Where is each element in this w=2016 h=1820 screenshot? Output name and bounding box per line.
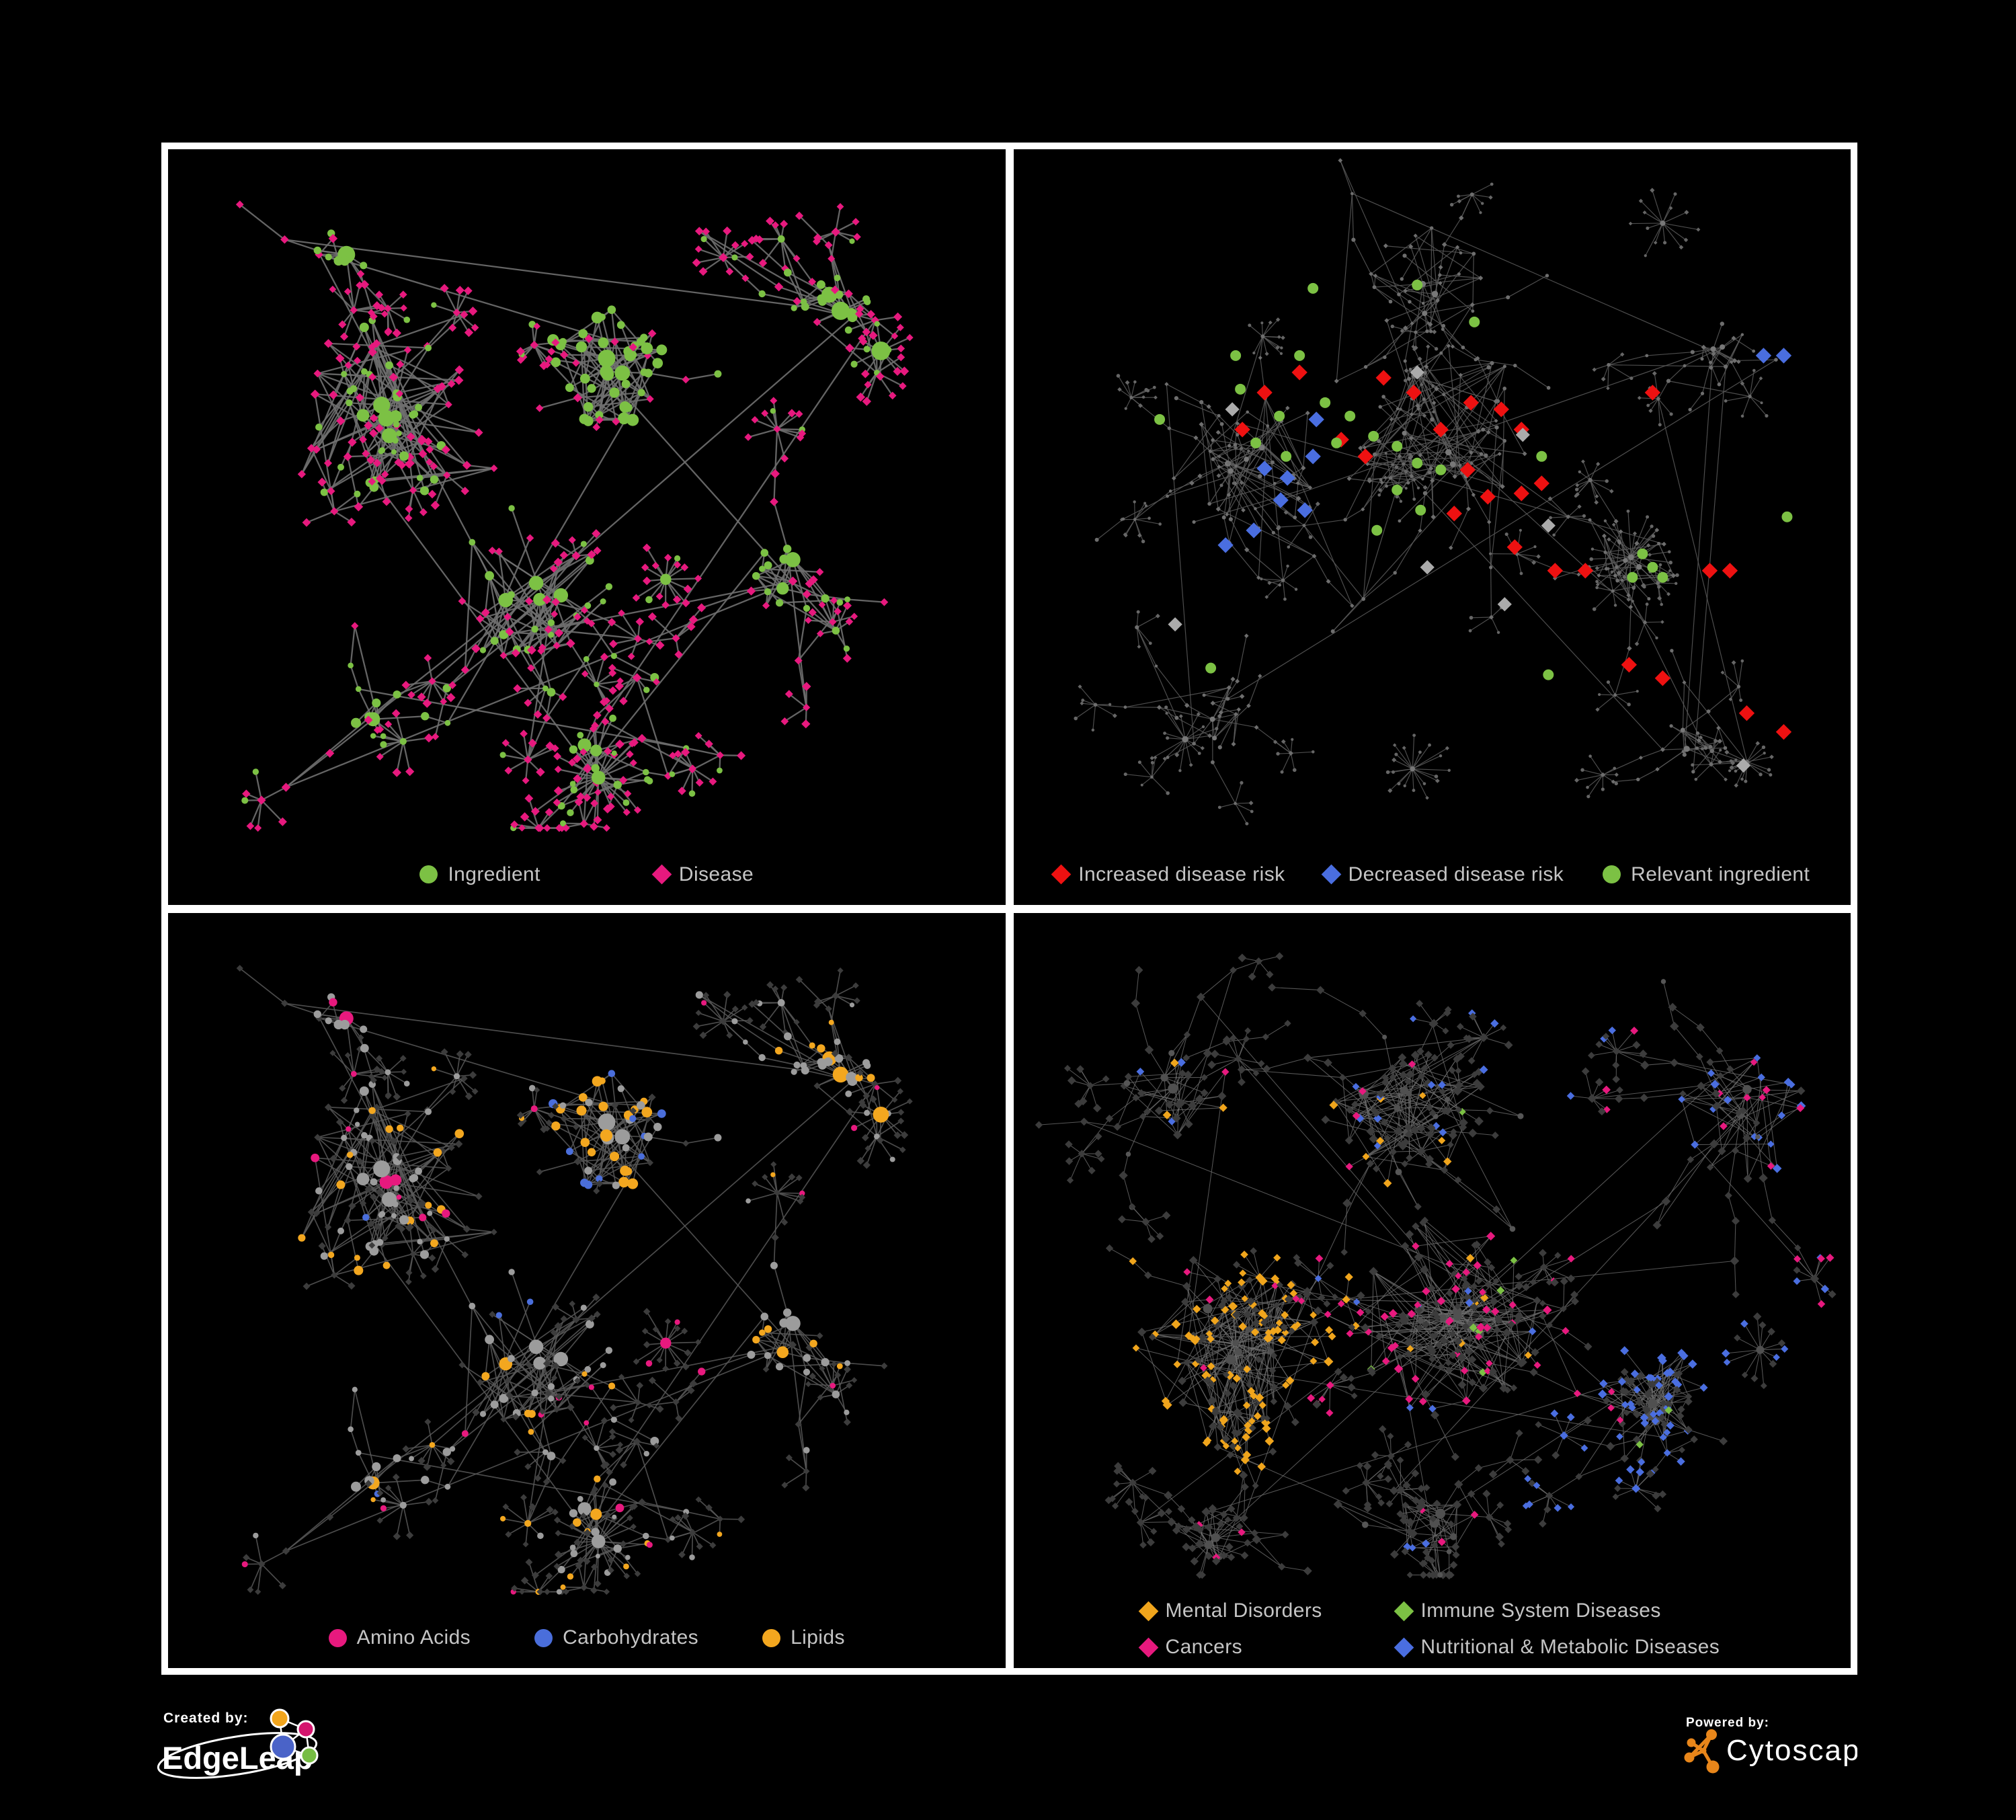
legend-item-decreased-risk: Decreased disease risk	[1321, 863, 1564, 886]
legend-item-mental-disorders: Mental Disorders	[1138, 1599, 1397, 1622]
chemical-classes-network	[236, 964, 913, 1595]
legend-label: Ingredient	[448, 863, 540, 885]
legend-item-disease: Disease	[651, 863, 754, 886]
legend-item-lipids: Lipids	[762, 1626, 845, 1649]
edgeleap-blue-node	[270, 1733, 296, 1760]
powered-by-label: Powered by:	[1686, 1716, 1769, 1730]
legend-label: Immune System Diseases	[1420, 1599, 1661, 1622]
ingredient-circle-icon	[419, 865, 438, 883]
legend-label: Mental Disorders	[1165, 1599, 1322, 1622]
edgeleap-orange-node	[270, 1708, 290, 1729]
mental-disorders-diamond-icon	[1138, 1601, 1158, 1621]
panel-ingredient-disease: Ingredient Disease	[168, 149, 1006, 905]
legend-item-cancers: Cancers	[1138, 1636, 1397, 1659]
disease-classes-legend: Mental Disorders Immune System Diseases …	[1138, 1599, 1720, 1659]
legend-label: Carbohydrates	[563, 1626, 699, 1649]
cancers-diamond-icon	[1138, 1637, 1158, 1657]
legend-label: Amino Acids	[356, 1626, 471, 1649]
legend-item-increased-risk: Increased disease risk	[1051, 863, 1285, 886]
legend-label: Lipids	[791, 1626, 845, 1649]
panel-chemical-classes: Amino Acids Carbohydrates Lipids	[168, 912, 1006, 1668]
disease-risk-legend: Increased disease risk Decreased disease…	[1014, 863, 1851, 886]
panel-grid: Ingredient Disease Increased disease ris…	[161, 143, 1857, 1675]
legend-item-carbohydrates: Carbohydrates	[534, 1626, 698, 1649]
lipids-circle-icon	[762, 1628, 781, 1647]
edgeleap-green-node	[300, 1746, 319, 1765]
edgeleap-pink-node	[296, 1720, 315, 1739]
legend-label: Cancers	[1165, 1636, 1243, 1658]
relevant-ingredient-circle-icon	[1603, 865, 1621, 883]
edgeleap-credit: Created by: EdgeLeap	[157, 1708, 319, 1779]
ingredient-disease-network	[235, 200, 914, 832]
cytoscape-icon	[1684, 1729, 1720, 1774]
panel-disease-risk: Increased disease risk Decreased disease…	[1013, 149, 1851, 905]
edgeleap-logo-nodes	[270, 1708, 319, 1765]
legend-item-ingredient: Ingredient	[419, 863, 540, 886]
chemical-classes-legend: Amino Acids Carbohydrates Lipids	[168, 1626, 1006, 1649]
legend-label: Increased disease risk	[1078, 863, 1285, 885]
amino-acids-circle-icon	[328, 1628, 347, 1647]
legend-label: Nutritional & Metabolic Diseases	[1420, 1636, 1720, 1658]
increased-risk-diamond-icon	[1051, 864, 1072, 885]
legend-label: Relevant ingredient	[1631, 863, 1810, 885]
nutritional-metabolic-diamond-icon	[1394, 1637, 1414, 1657]
cytoscape-credit: Powered by: Cytoscape	[1684, 1716, 1857, 1774]
edgeleap-swoosh	[157, 1732, 318, 1779]
legend-item-nutritional-metabolic: Nutritional & Metabolic Diseases	[1394, 1636, 1720, 1659]
legend-item-relevant-ingredient: Relevant ingredient	[1603, 863, 1810, 886]
carbohydrates-circle-icon	[534, 1628, 553, 1647]
ingredient-disease-legend: Ingredient Disease	[168, 863, 1006, 886]
legend-label: Disease	[678, 863, 754, 885]
disease-classes-network	[1035, 951, 1837, 1579]
cytoscape-wordmark: Cytoscape	[1726, 1734, 1857, 1767]
created-by-label: Created by:	[163, 1710, 249, 1726]
legend-item-immune-diseases: Immune System Diseases	[1394, 1599, 1720, 1622]
panel-disease-classes: Mental Disorders Immune System Diseases …	[1013, 912, 1851, 1668]
legend-item-amino-acids: Amino Acids	[328, 1626, 471, 1649]
decreased-risk-diamond-icon	[1321, 864, 1341, 885]
immune-diseases-diamond-icon	[1394, 1601, 1414, 1621]
disease-risk-network	[1073, 158, 1792, 826]
legend-label: Decreased disease risk	[1348, 863, 1564, 885]
disease-diamond-icon	[651, 864, 672, 885]
